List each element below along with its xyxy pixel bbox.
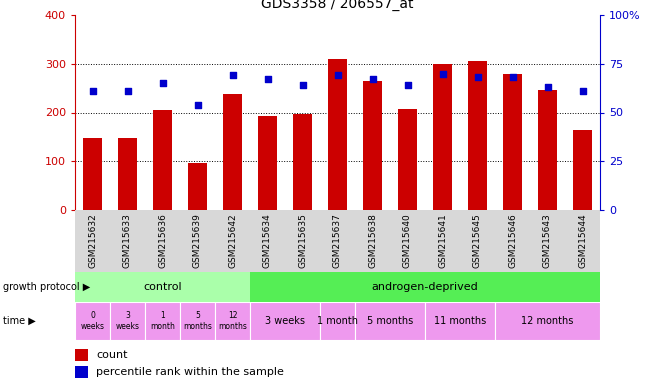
Bar	[250, 302, 320, 340]
Bar	[75, 302, 110, 340]
Title: GDS3358 / 206557_at: GDS3358 / 206557_at	[261, 0, 414, 11]
Point	[87, 88, 98, 94]
Point	[542, 84, 552, 90]
Point	[507, 74, 517, 81]
Point	[263, 76, 273, 83]
Point	[192, 102, 203, 108]
Point	[157, 80, 168, 86]
Bar	[215, 302, 250, 340]
Point	[473, 74, 483, 81]
Text: GSM215632: GSM215632	[88, 213, 97, 268]
Point	[437, 70, 448, 76]
Bar	[188, 163, 207, 210]
Bar	[468, 61, 487, 210]
Text: GSM215645: GSM215645	[473, 213, 482, 268]
Bar	[433, 64, 452, 210]
Text: GSM215639: GSM215639	[193, 213, 202, 268]
Point	[332, 72, 343, 78]
Text: GSM215642: GSM215642	[228, 213, 237, 268]
Text: GSM215633: GSM215633	[123, 213, 132, 268]
Bar	[153, 110, 172, 210]
Bar	[250, 272, 600, 302]
Point	[227, 72, 238, 78]
Bar	[355, 302, 425, 340]
Text: 11 months: 11 months	[434, 316, 486, 326]
Text: GSM215644: GSM215644	[578, 213, 587, 268]
Text: control: control	[143, 282, 182, 292]
Bar	[363, 81, 382, 210]
Text: GSM215637: GSM215637	[333, 213, 342, 268]
Bar	[320, 302, 355, 340]
Text: GSM215641: GSM215641	[438, 213, 447, 268]
Bar	[398, 109, 417, 210]
Point	[122, 88, 133, 94]
Text: count: count	[96, 350, 127, 360]
Bar	[503, 73, 522, 210]
Bar	[180, 302, 215, 340]
Text: GSM215634: GSM215634	[263, 213, 272, 268]
Text: 0
weeks: 0 weeks	[81, 311, 105, 331]
Bar	[538, 89, 557, 210]
Bar	[495, 302, 600, 340]
Text: 5 months: 5 months	[367, 316, 413, 326]
Text: time ▶: time ▶	[3, 316, 36, 326]
Text: GSM215636: GSM215636	[158, 213, 167, 268]
Text: androgen-deprived: androgen-deprived	[372, 282, 478, 292]
Text: GSM215640: GSM215640	[403, 213, 412, 268]
Bar	[258, 116, 277, 210]
Bar	[425, 302, 495, 340]
Bar	[110, 302, 145, 340]
Bar	[293, 114, 312, 210]
Bar	[118, 138, 137, 210]
Text: 3
weeks: 3 weeks	[116, 311, 140, 331]
Text: 12
months: 12 months	[218, 311, 247, 331]
Text: 1 month: 1 month	[317, 316, 358, 326]
Text: GSM215646: GSM215646	[508, 213, 517, 268]
Point	[367, 76, 378, 83]
Text: growth protocol ▶: growth protocol ▶	[3, 282, 90, 292]
Text: 12 months: 12 months	[521, 316, 574, 326]
Text: GSM215638: GSM215638	[368, 213, 377, 268]
Point	[577, 88, 588, 94]
Bar	[145, 302, 180, 340]
Bar	[75, 272, 250, 302]
Bar	[75, 349, 88, 361]
Bar	[75, 366, 88, 378]
Bar	[223, 94, 242, 210]
Text: percentile rank within the sample: percentile rank within the sample	[96, 367, 284, 377]
Bar	[328, 59, 347, 210]
Text: 1
month: 1 month	[150, 311, 175, 331]
Text: 5
months: 5 months	[183, 311, 212, 331]
Point	[402, 82, 413, 88]
Text: GSM215635: GSM215635	[298, 213, 307, 268]
Text: 3 weeks: 3 weeks	[265, 316, 305, 326]
Bar	[83, 138, 102, 210]
Text: GSM215643: GSM215643	[543, 213, 552, 268]
Point	[297, 82, 307, 88]
Bar	[573, 129, 592, 210]
